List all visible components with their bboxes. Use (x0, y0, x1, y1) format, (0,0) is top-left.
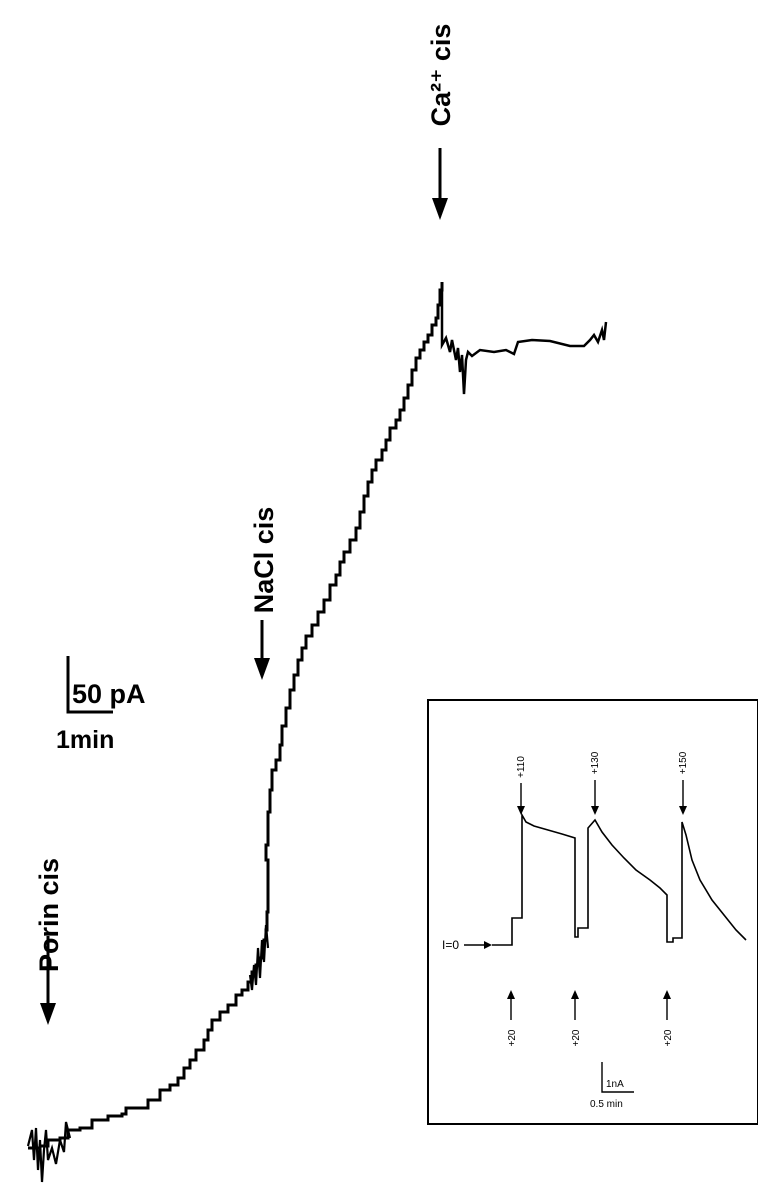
inset-bottom-arrow-2-head (571, 990, 579, 999)
inset-scale-bar-y-label: 1nA (606, 1079, 624, 1090)
main-trace-noise-start (26, 1121, 72, 1183)
inset-frame (427, 699, 758, 1125)
main-scale-bar: 50 pA 1min (56, 656, 146, 754)
inset-bottom-label-2: +20 (571, 1029, 582, 1046)
main-scale-bar-lines (66, 656, 113, 714)
inset-bottom-label-3: +20 (663, 1029, 674, 1046)
main-trace-noise-end (440, 282, 608, 395)
inset-top-arrow-3-head (679, 806, 687, 815)
annotation-ca: Ca²⁺ cis (426, 24, 456, 220)
annotation-nacl: NaCl cis (249, 507, 279, 680)
inset: I=0 +110 +130 +150 +20 +20 +20 1nA 0.5 m… (427, 699, 758, 1125)
main-trace-noise-mid (248, 924, 270, 991)
inset-bottom-arrow-1-head (507, 990, 515, 999)
main-trace-group (26, 282, 608, 1183)
inset-scale-bar-x-label: 0.5 min (590, 1099, 623, 1110)
inset-trace-line (492, 811, 747, 946)
annotation-ca-arrowhead (432, 198, 448, 220)
annotation-ca-label: Ca²⁺ cis (426, 24, 456, 127)
main-scale-bar-y-label: 50 pA (72, 679, 146, 709)
inset-bottom-label-1: +20 (507, 1029, 518, 1046)
main-trace-line (28, 282, 444, 1150)
inset-top-arrow-1-head (517, 806, 525, 815)
inset-top-label-3: +150 (678, 751, 689, 774)
annotation-nacl-arrowhead (254, 658, 270, 680)
annotation-porin-arrowhead (40, 1003, 56, 1025)
inset-top-label-2: +130 (590, 751, 601, 774)
annotation-nacl-label: NaCl cis (249, 507, 279, 614)
inset-top-label-1: +110 (516, 756, 527, 778)
inset-bottom-arrow-3-head (663, 990, 671, 999)
main-scale-bar-x-label: 1min (56, 726, 114, 754)
inset-top-arrow-2-head (591, 806, 599, 815)
inset-start-label: I=0 (442, 938, 459, 952)
inset-scale-bar-lines (601, 1062, 634, 1093)
inset-trace-group (492, 811, 747, 946)
annotation-porin: Porin cis (34, 858, 64, 1025)
inset-start-arrowhead (484, 941, 492, 949)
